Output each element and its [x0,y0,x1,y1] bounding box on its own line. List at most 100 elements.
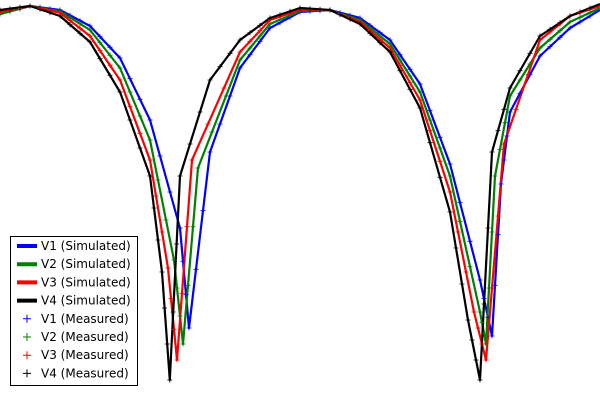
measured-point [477,377,483,383]
measured-point [0,9,3,15]
measured-point [397,62,403,68]
measured-point [171,326,177,332]
measured-point [257,28,263,34]
measured-point [427,108,433,114]
measured-point [155,177,161,183]
measured-point [237,57,243,63]
legend-item-v3-measured: V3 (Measured) [23,348,129,362]
legend-item-v4-simulated: V4 (Simulated) [17,294,131,308]
measured-point [0,11,3,17]
measured-point [137,145,143,151]
measured-point [327,7,333,13]
measured-point [527,50,533,56]
measured-point [164,341,170,347]
measured-point [277,12,283,18]
legend-item-v3-simulated: V3 (Simulated) [17,275,131,289]
legend-label: V3 (Simulated) [41,275,131,289]
measured-point [495,128,501,134]
measured-point [307,6,313,12]
measured-point [168,296,174,302]
measured-point [557,20,563,26]
measured-point [447,209,453,215]
measured-point [427,128,433,134]
measured-point [485,314,491,320]
measured-point [267,15,273,21]
measured-point [492,282,498,288]
measured-point [117,77,123,83]
measured-point [180,341,186,347]
measured-point [567,19,573,25]
legend-swatch [23,369,31,378]
measured-point [557,34,563,40]
measured-point [457,200,463,206]
measured-point [473,357,479,363]
measured-point [517,68,523,74]
measured-point [77,30,83,36]
measured-point [502,120,508,126]
legend-swatch [23,314,31,323]
measured-point [492,173,498,179]
measured-point [347,16,353,22]
measured-point [567,25,573,31]
measured-point [501,157,507,163]
measured-point [465,317,471,323]
measured-point [174,241,180,247]
legend-label: V3 (Measured) [41,348,129,362]
measured-point [177,173,183,179]
measured-point [463,269,469,275]
measured-point [197,109,203,115]
measured-point [237,65,243,71]
measured-point [237,49,243,55]
measured-point [587,5,593,11]
measured-point [217,121,223,127]
measured-point [483,357,489,363]
measured-point [489,229,495,235]
measured-point [159,229,165,235]
measured-point [407,73,413,79]
measured-point [77,21,83,27]
measured-point [537,53,543,59]
measured-point [387,49,393,55]
measured-point [417,81,423,87]
measured-point [205,121,211,127]
measured-point [567,13,573,19]
measured-point [257,38,263,44]
measured-point [163,217,169,223]
measured-point [37,6,43,12]
measured-point [187,141,193,147]
measured-point [507,85,513,91]
measured-point [459,281,465,287]
measured-point [127,76,133,82]
measured-point [87,33,93,39]
legend-swatch [23,351,31,360]
measured-point [137,96,143,102]
measured-point [165,265,171,271]
measured-point [257,33,263,39]
measured-point [147,173,153,179]
measured-point [257,22,263,28]
measured-point [183,292,189,298]
measured-point [127,104,133,110]
measured-point [221,85,227,91]
legend-label: V2 (Simulated) [41,257,131,271]
measured-point [147,117,153,123]
legend-box [10,236,138,386]
measured-point [195,165,201,171]
measured-point [467,238,473,244]
measured-point [317,6,323,12]
measured-point [367,30,373,36]
measured-point [247,30,253,36]
measured-point [207,149,213,155]
measured-point [27,3,33,9]
measured-point [495,232,501,238]
measured-point [417,105,423,111]
measured-point [107,52,113,58]
measured-point [190,224,196,230]
measured-point [577,19,583,25]
measured-point [127,117,133,123]
measured-point [477,277,483,283]
measured-point [471,309,477,315]
measured-point [117,65,123,71]
measured-point [498,181,504,187]
measured-point [159,269,165,275]
